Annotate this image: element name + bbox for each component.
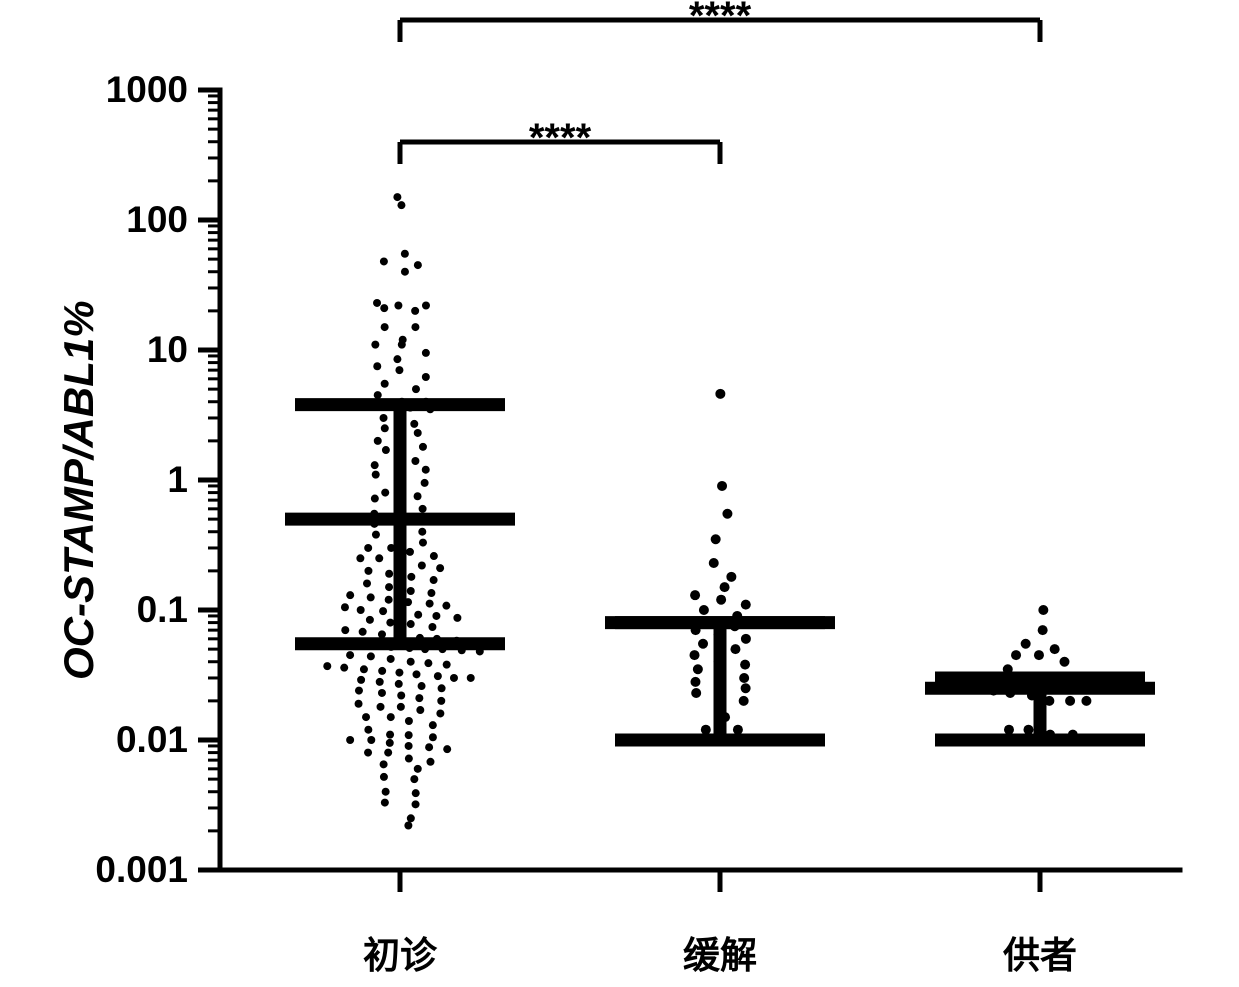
significance-label: **** (529, 118, 591, 158)
chart-root: OC-STAMP/ABL1% 0.0010.010.11101001000初诊缓… (0, 0, 1239, 987)
ytick-label: 0.01 (78, 719, 188, 761)
ytick-label: 0.001 (78, 849, 188, 891)
ytick-label: 0.1 (78, 589, 188, 631)
x-category-label: 供者 (1003, 925, 1077, 979)
significance-label: **** (689, 0, 751, 36)
x-category-label: 缓解 (683, 925, 757, 979)
ytick-label: 100 (78, 199, 188, 241)
x-category-label: 初诊 (363, 925, 437, 979)
ytick-label: 10 (78, 329, 188, 371)
ytick-label: 1 (78, 459, 188, 501)
ytick-label: 1000 (78, 69, 188, 111)
